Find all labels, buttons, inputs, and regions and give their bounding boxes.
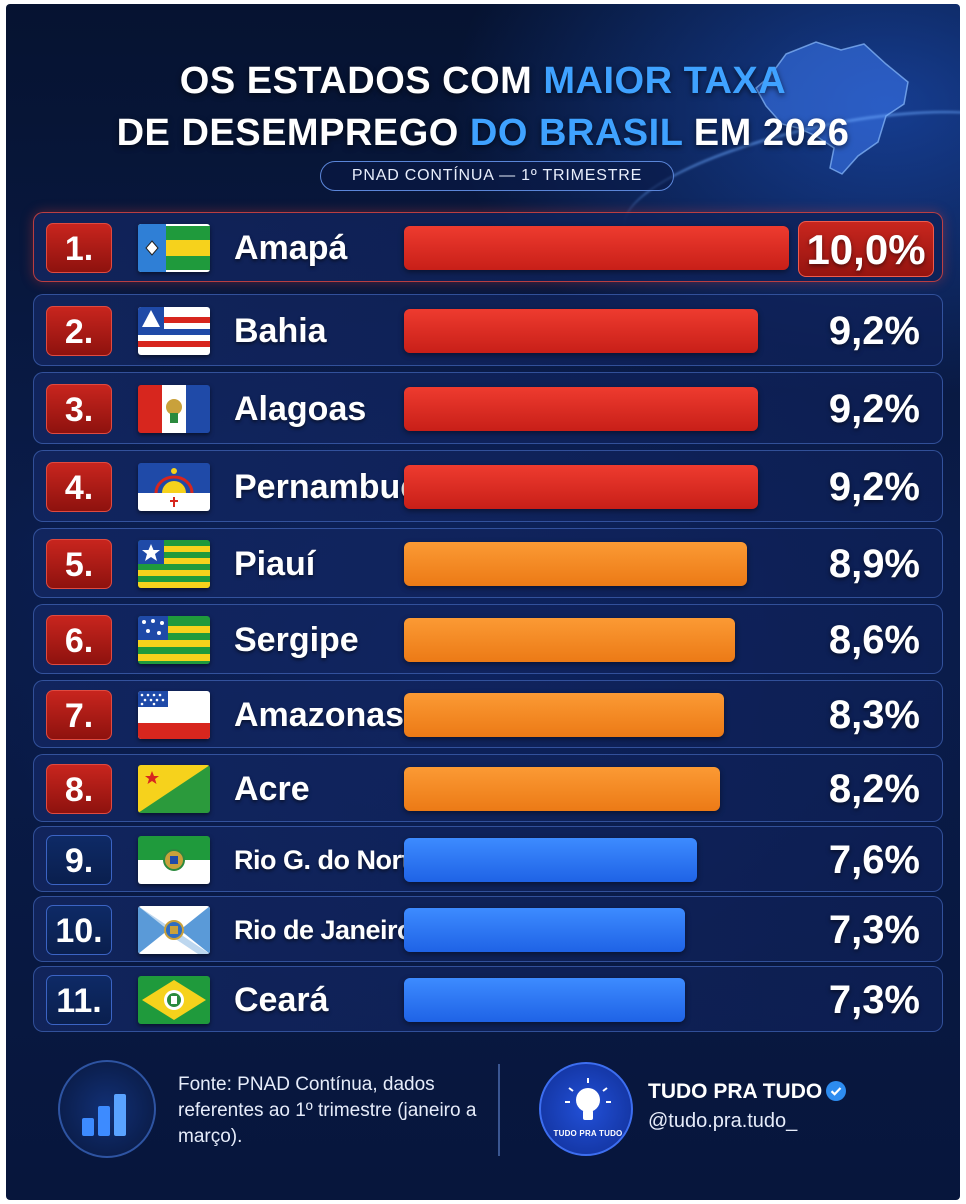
ranking-row: 11. Ceará 7,3% [33, 966, 943, 1032]
value-label: 9,2% [828, 387, 920, 431]
social-handle: @tudo.pra.tudo_ [648, 1110, 798, 1132]
source-note: Fonte: PNAD Contínua, dados referentes a… [178, 1074, 477, 1147]
bar-chart-icon [58, 1060, 156, 1158]
state-name: Ceará [234, 981, 329, 1019]
ranking-row: 1. Amapá 10,0% [33, 212, 943, 282]
lightbulb-icon [565, 1078, 611, 1120]
rank-badge: 9. [46, 835, 112, 885]
ranking-row: 2. Bahia 9,2% [33, 294, 943, 366]
value-bar [404, 542, 747, 586]
footer-divider [498, 1064, 500, 1156]
amazonas-flag-icon [138, 691, 210, 739]
rank-badge: 8. [46, 764, 112, 814]
alagoas-flag-icon [138, 385, 210, 433]
subtitle-badge: PNAD CONTÍNUA — 1º TRIMESTRE [320, 161, 674, 191]
value-label: 7,3% [828, 908, 920, 952]
verified-icon [826, 1081, 847, 1101]
brand-name: TUDO PRA TUDO [648, 1080, 847, 1104]
brazil-map-icon [755, 41, 909, 175]
value-bar [404, 767, 720, 811]
infographic: OS ESTADOS COM MAIOR TAXA DE DESEMPREGO … [6, 4, 960, 1200]
ranking-row: 9. Rio G. do Norte 7,6% [33, 826, 943, 892]
rank-badge: 11. [46, 975, 112, 1025]
value-label: 10,0% [798, 221, 934, 277]
state-name: Amazonas [234, 696, 405, 734]
rio-de-janeiro-flag-icon [138, 906, 210, 954]
sergipe-flag-icon [138, 616, 210, 664]
state-name: Sergipe [234, 621, 359, 659]
value-bar [404, 465, 758, 509]
ranking-row: 8. Acre 8,2% [33, 754, 943, 822]
state-name: Bahia [234, 312, 327, 350]
rank-badge: 10. [46, 905, 112, 955]
title-line-1: OS ESTADOS COM MAIOR TAXA [179, 60, 787, 102]
value-bar [404, 226, 789, 270]
value-label: 9,2% [828, 309, 920, 353]
state-name: Piauí [234, 545, 316, 583]
rank-badge: 7. [46, 690, 112, 740]
value-label: 7,6% [828, 838, 920, 882]
state-name: Rio de Janeiro [234, 915, 414, 945]
value-bar [404, 387, 758, 431]
rio-grande-do-norte-flag-icon [138, 836, 210, 884]
logo-text: TUDO PRA TUDO [553, 1129, 623, 1138]
ranking-row: 10. Rio de Janeiro 7,3% [33, 896, 943, 962]
value-bar [404, 908, 685, 952]
rank-badge: 2. [46, 306, 112, 356]
ceara-flag-icon [138, 976, 210, 1024]
acre-flag-icon [138, 765, 210, 813]
rank-badge: 1. [46, 223, 112, 273]
ranking-row: 3. Alagoas 9,2% [33, 372, 943, 444]
title-line-2: DE DESEMPREGO DO BRASIL EM 2026 [116, 112, 850, 154]
rank-badge: 5. [46, 539, 112, 589]
rank-badge: 6. [46, 615, 112, 665]
rank-badge: 3. [46, 384, 112, 434]
ranking-row: 6. Sergipe 8,6% [33, 604, 943, 674]
value-label: 8,6% [828, 618, 920, 662]
value-label: 8,9% [828, 542, 920, 586]
state-name: Rio G. do Norte [234, 845, 425, 875]
rank-badge: 4. [46, 462, 112, 512]
state-name: Amapá [234, 229, 348, 267]
value-label: 9,2% [828, 465, 920, 509]
ranking-row: 5. Piauí 8,9% [33, 528, 943, 598]
value-bar [404, 978, 685, 1022]
pernambuco-flag-icon [138, 463, 210, 511]
value-label: 8,3% [828, 693, 920, 737]
value-label: 7,3% [828, 978, 920, 1022]
state-name: Acre [234, 770, 310, 808]
value-bar [404, 618, 735, 662]
ranking-row: 7. Amazonas 8,3% [33, 680, 943, 748]
brand-logo: TUDO PRA TUDO [539, 1062, 633, 1156]
value-bar [404, 309, 758, 353]
value-label: 8,2% [828, 767, 920, 811]
ranking-row: 4. Pernambuco 9,2% [33, 450, 943, 522]
value-bar [404, 838, 697, 882]
value-bar [404, 693, 724, 737]
bahia-flag-icon [138, 307, 210, 355]
amapa-flag-icon [138, 224, 210, 272]
piaui-flag-icon [138, 540, 210, 588]
state-name: Alagoas [234, 390, 367, 428]
